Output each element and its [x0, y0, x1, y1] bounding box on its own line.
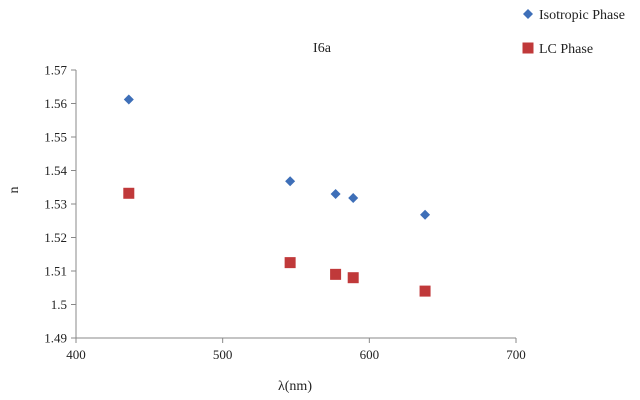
isotropic-point [420, 209, 431, 220]
series-lc-phase [123, 187, 431, 297]
isotropic-point [348, 192, 359, 203]
lc-point [419, 285, 431, 297]
y-tick-label: 1.57 [44, 63, 67, 78]
lc-point [347, 272, 359, 284]
y-tick-label: 1.53 [44, 197, 67, 212]
y-tick-label: 1.52 [44, 230, 67, 245]
series-isotropic-phase [123, 94, 431, 220]
legend: Isotropic Phase LC Phase [522, 8, 625, 57]
legend-label: LC Phase [539, 42, 593, 57]
isotropic-point [123, 94, 134, 105]
y-tick-label: 1.51 [44, 264, 67, 279]
y-tick-label: 1.5 [51, 297, 67, 312]
x-tick-label: 400 [66, 347, 86, 362]
axes: 1.49 1.5 1.51 1.52 1.53 1.54 1.55 1.56 1.57 400 50… [44, 63, 526, 363]
data-points [123, 94, 431, 297]
legend-marker [523, 9, 533, 19]
isotropic-point [285, 176, 296, 187]
legend-marker [522, 42, 534, 54]
x-tick-label: 600 [360, 347, 380, 362]
lc-point [123, 187, 135, 199]
x-axis-title: λ(nm) [278, 379, 312, 394]
y-axis-title: n [7, 187, 22, 194]
x-tick-label: 500 [213, 347, 233, 362]
chart-title: I6a [313, 41, 332, 56]
y-tick-label: 1.49 [44, 331, 67, 346]
y-tick-label: 1.54 [44, 163, 67, 178]
y-tick-label: 1.55 [44, 130, 67, 145]
lc-point [284, 257, 296, 269]
x-tick-label: 700 [506, 347, 526, 362]
lc-point [330, 268, 342, 280]
isotropic-point [330, 188, 341, 199]
y-tick-label: 1.56 [44, 96, 67, 111]
legend-label: Isotropic Phase [539, 8, 625, 23]
